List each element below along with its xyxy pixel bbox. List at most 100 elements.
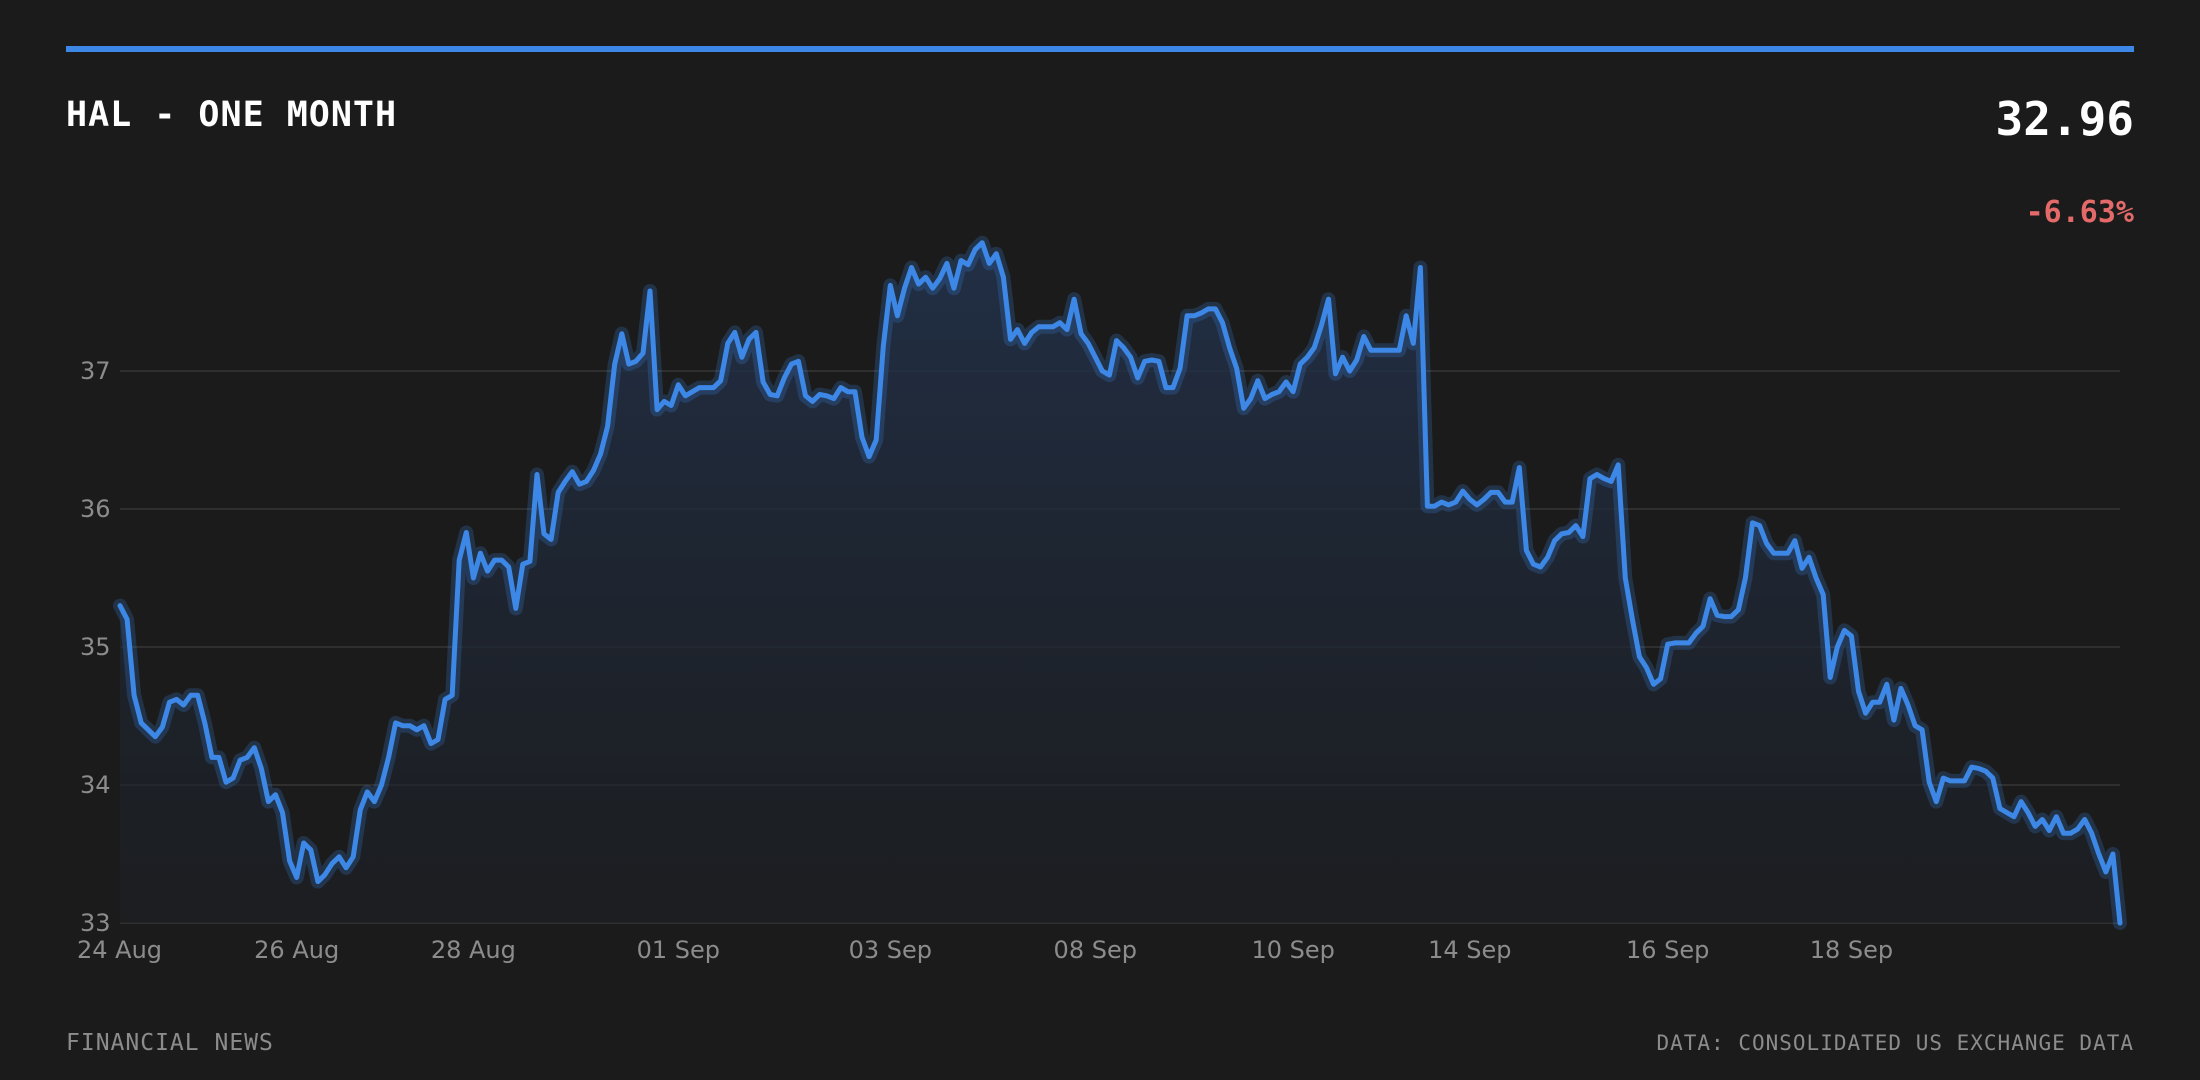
- price-point: [1319, 324, 1323, 328]
- y-tick-label: 33: [80, 909, 111, 937]
- price-point: [1185, 314, 1189, 318]
- price-point: [1531, 562, 1535, 566]
- price-point: [1609, 479, 1613, 483]
- price-point: [1991, 776, 1995, 780]
- price-point: [1524, 548, 1528, 552]
- price-point: [1037, 325, 1041, 329]
- price-point: [938, 277, 942, 281]
- price-point: [210, 755, 214, 759]
- price-point: [486, 569, 490, 573]
- chart-title: HAL - ONE MONTH: [66, 95, 398, 135]
- price-point: [1652, 682, 1656, 686]
- price-point: [160, 725, 164, 729]
- price-point: [1857, 689, 1861, 693]
- price-point: [761, 380, 765, 384]
- price-point: [295, 876, 299, 880]
- y-tick-label: 34: [80, 771, 111, 799]
- price-point: [924, 275, 928, 279]
- price-point: [634, 359, 638, 363]
- price-point: [775, 394, 779, 398]
- price-point: [945, 261, 949, 265]
- price-point: [1390, 348, 1394, 352]
- price-point: [422, 724, 426, 728]
- price-point: [2019, 800, 2023, 804]
- price-point: [1659, 677, 1663, 681]
- price-point: [698, 386, 702, 390]
- price-point: [1864, 711, 1868, 715]
- price-point: [521, 562, 525, 566]
- price-point: [1715, 613, 1719, 617]
- price-point: [1560, 532, 1564, 536]
- price-point: [1341, 355, 1345, 359]
- price-point: [1772, 551, 1776, 555]
- price-point: [132, 693, 136, 697]
- price-point: [1100, 369, 1104, 373]
- price-point: [1871, 700, 1875, 704]
- price-point: [1581, 535, 1585, 539]
- price-point: [782, 376, 786, 380]
- price-point: [1567, 531, 1571, 535]
- price-point: [1828, 675, 1832, 679]
- price-point: [1221, 321, 1225, 325]
- price-point: [1779, 551, 1783, 555]
- price-point: [1751, 521, 1755, 525]
- price-point: [189, 693, 193, 697]
- price-point: [987, 261, 991, 265]
- price-point: [1440, 500, 1444, 504]
- price-point: [874, 438, 878, 442]
- price-point: [1468, 497, 1472, 501]
- price-point: [1941, 776, 1945, 780]
- price-point: [2040, 818, 2044, 822]
- price-point: [1023, 341, 1027, 345]
- price-point: [2062, 831, 2066, 835]
- price-point: [931, 286, 935, 290]
- price-point: [577, 482, 581, 486]
- price-point: [1680, 641, 1684, 645]
- price-point: [683, 394, 687, 398]
- price-point: [1878, 700, 1882, 704]
- price-point: [620, 332, 624, 336]
- price-point: [1411, 341, 1415, 345]
- x-tick-label: 03 Sep: [849, 936, 932, 964]
- x-tick-label: 01 Sep: [637, 936, 720, 964]
- price-point: [1376, 348, 1380, 352]
- price-point: [1510, 500, 1514, 504]
- price-point: [528, 559, 532, 563]
- price-point: [1079, 332, 1083, 336]
- price-point: [655, 408, 659, 412]
- price-point: [2118, 921, 2122, 925]
- price-point: [1461, 489, 1465, 493]
- price-point: [1093, 355, 1097, 359]
- price-point: [1793, 539, 1797, 543]
- x-tick-label: 14 Sep: [1428, 936, 1511, 964]
- price-point: [973, 248, 977, 252]
- price-point: [1948, 779, 1952, 783]
- price-point: [1334, 372, 1338, 376]
- price-point: [351, 855, 355, 859]
- price-point: [754, 330, 758, 334]
- price-point: [1503, 500, 1507, 504]
- price-point: [1369, 348, 1373, 352]
- price-point: [768, 393, 772, 397]
- price-point: [1701, 624, 1705, 628]
- price-point: [1129, 355, 1133, 359]
- price-point: [182, 703, 186, 707]
- price-point: [507, 565, 511, 569]
- price-point: [1051, 325, 1055, 329]
- price-point: [2005, 811, 2009, 815]
- price-point: [952, 286, 956, 290]
- price-point: [1616, 463, 1620, 467]
- price-point: [818, 393, 822, 397]
- price-point: [1171, 386, 1175, 390]
- price-point: [1454, 500, 1458, 504]
- price-point: [1178, 366, 1182, 370]
- price-point: [1348, 369, 1352, 373]
- price-point: [1977, 766, 1981, 770]
- price-point: [662, 399, 666, 403]
- price-point: [2047, 829, 2051, 833]
- price-point: [690, 390, 694, 394]
- price-point: [1213, 307, 1217, 311]
- price-point: [457, 558, 461, 562]
- price-point: [1298, 362, 1302, 366]
- price-point: [1086, 341, 1090, 345]
